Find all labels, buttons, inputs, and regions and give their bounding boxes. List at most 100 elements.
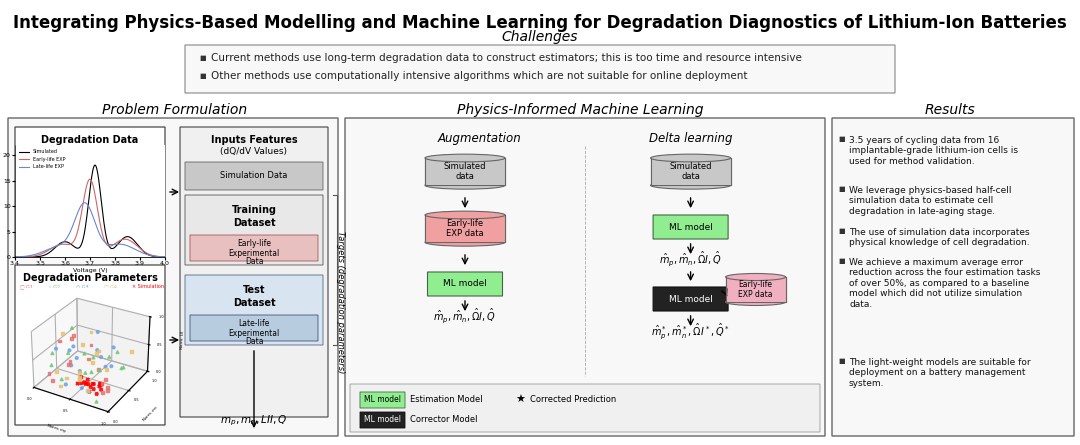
Late-life EXP bbox=[159, 254, 172, 259]
Bar bbox=[426, 158, 505, 185]
Text: ML model: ML model bbox=[669, 222, 713, 231]
Text: ML model: ML model bbox=[364, 396, 401, 405]
Simulated bbox=[135, 247, 148, 252]
Text: Simulation Data: Simulation Data bbox=[220, 171, 287, 181]
Text: $\hat{m}^*_p, \hat{m}^*_n, \hat{\Omega}I^*, \hat{Q}^*$: $\hat{m}^*_p, \hat{m}^*_n, \hat{\Omega}I… bbox=[651, 321, 730, 341]
Text: ■: ■ bbox=[839, 228, 846, 234]
FancyBboxPatch shape bbox=[15, 265, 165, 425]
Text: × Simulation: × Simulation bbox=[132, 284, 164, 289]
Late-life EXP bbox=[100, 241, 113, 247]
Text: Problem Formulation: Problem Formulation bbox=[103, 103, 247, 117]
Text: Results: Results bbox=[924, 103, 975, 117]
Early-life EXP bbox=[135, 247, 148, 253]
Simulated bbox=[98, 222, 111, 228]
Text: Data: Data bbox=[245, 336, 264, 345]
FancyBboxPatch shape bbox=[653, 287, 728, 311]
Text: We achieve a maximum average error
reduction across the four estimation tasks
of: We achieve a maximum average error reduc… bbox=[849, 258, 1040, 308]
Ellipse shape bbox=[426, 154, 505, 162]
Text: ML model: ML model bbox=[364, 416, 401, 425]
Text: Other methods use computationally intensive algorithms which are not suitable fo: Other methods use computationally intens… bbox=[211, 71, 747, 81]
FancyBboxPatch shape bbox=[185, 195, 323, 265]
FancyBboxPatch shape bbox=[185, 275, 323, 345]
X-axis label: Norm. $m_p$: Norm. $m_p$ bbox=[44, 421, 68, 437]
Simulated bbox=[100, 239, 113, 244]
Simulated bbox=[159, 254, 172, 259]
Text: ML model: ML model bbox=[669, 295, 713, 303]
FancyBboxPatch shape bbox=[653, 215, 728, 239]
Early-life EXP bbox=[145, 252, 158, 258]
Text: Inputs Features: Inputs Features bbox=[211, 135, 297, 145]
X-axis label: Voltage (V): Voltage (V) bbox=[72, 267, 107, 272]
FancyBboxPatch shape bbox=[180, 127, 328, 417]
Text: △ G2: △ G2 bbox=[48, 284, 60, 289]
Text: Experimental: Experimental bbox=[228, 248, 280, 258]
Text: $m_p, m_n, LII, Q$: $m_p, m_n, LII, Q$ bbox=[58, 405, 122, 420]
Early-life EXP bbox=[98, 239, 111, 244]
FancyBboxPatch shape bbox=[360, 412, 405, 428]
Early-life EXP bbox=[9, 255, 22, 260]
FancyBboxPatch shape bbox=[185, 45, 895, 93]
Text: We leverage physics-based half-cell
simulation data to estimate cell
degradation: We leverage physics-based half-cell simu… bbox=[849, 186, 1012, 216]
Ellipse shape bbox=[650, 154, 730, 162]
Text: Data: Data bbox=[245, 256, 264, 266]
FancyBboxPatch shape bbox=[350, 384, 820, 432]
Text: ■: ■ bbox=[200, 55, 206, 61]
Text: The use of simulation data incorporates
physical knowledge of cell degradation.: The use of simulation data incorporates … bbox=[849, 228, 1029, 247]
Text: $m_p, m_n, LII, Q$: $m_p, m_n, LII, Q$ bbox=[220, 413, 287, 428]
Text: ■: ■ bbox=[839, 258, 846, 264]
Y-axis label: dQ/dV (Ah V$^{-1}$): dQ/dV (Ah V$^{-1}$) bbox=[0, 179, 1, 222]
Text: Integrating Physics-Based Modelling and Machine Learning for Degradation Diagnos: Integrating Physics-Based Modelling and … bbox=[13, 14, 1067, 32]
Text: Simulated
data: Simulated data bbox=[444, 162, 486, 182]
Simulated bbox=[9, 255, 22, 260]
Late-life EXP bbox=[9, 254, 22, 259]
Text: Augmentation: Augmentation bbox=[437, 132, 522, 145]
Text: Training: Training bbox=[231, 205, 276, 215]
Text: □ G4: □ G4 bbox=[104, 284, 117, 289]
Ellipse shape bbox=[726, 299, 785, 305]
FancyBboxPatch shape bbox=[185, 162, 323, 190]
Text: $\hat{m}_p, \hat{m}_n, \hat{\Omega}I, \hat{Q}$: $\hat{m}_p, \hat{m}_n, \hat{\Omega}I, \h… bbox=[659, 250, 723, 268]
Legend: Simulated, Early-life EXP, Late-life EXP: Simulated, Early-life EXP, Late-life EXP bbox=[17, 147, 67, 171]
Text: Physics-Informed Machine Learning: Physics-Informed Machine Learning bbox=[457, 103, 703, 117]
Bar bbox=[426, 215, 505, 242]
Ellipse shape bbox=[426, 211, 505, 219]
Text: Dataset: Dataset bbox=[232, 298, 275, 308]
Early-life EXP bbox=[98, 237, 111, 243]
Late-life EXP bbox=[135, 250, 148, 255]
Text: Targets (degradation parameters): Targets (degradation parameters) bbox=[336, 231, 345, 373]
Text: Late-life: Late-life bbox=[239, 319, 270, 328]
Late-life EXP bbox=[98, 239, 111, 244]
FancyBboxPatch shape bbox=[360, 392, 405, 408]
FancyBboxPatch shape bbox=[428, 272, 502, 296]
Text: ★: ★ bbox=[515, 395, 525, 405]
Early-life EXP bbox=[9, 255, 22, 260]
FancyBboxPatch shape bbox=[15, 127, 165, 257]
Text: The light-weight models are suitable for
deployment on a battery management
syst: The light-weight models are suitable for… bbox=[849, 358, 1030, 388]
Text: ■: ■ bbox=[200, 73, 206, 79]
Simulated bbox=[89, 162, 102, 168]
Bar bbox=[726, 277, 785, 302]
Text: ■: ■ bbox=[839, 136, 846, 142]
Simulated bbox=[145, 253, 158, 259]
FancyBboxPatch shape bbox=[8, 118, 338, 436]
Text: Dataset: Dataset bbox=[232, 218, 275, 228]
FancyBboxPatch shape bbox=[832, 118, 1074, 436]
Late-life EXP bbox=[78, 200, 91, 205]
Text: Early-life
EXP data: Early-life EXP data bbox=[739, 280, 773, 299]
Text: (dQ/dV Values): (dQ/dV Values) bbox=[220, 147, 287, 156]
FancyBboxPatch shape bbox=[190, 315, 318, 341]
Early-life EXP bbox=[159, 254, 172, 259]
Y-axis label: Norm. $m_n$: Norm. $m_n$ bbox=[140, 404, 161, 424]
Late-life EXP bbox=[145, 253, 158, 258]
Bar bbox=[650, 158, 730, 185]
Line: Early-life EXP: Early-life EXP bbox=[15, 179, 165, 257]
Late-life EXP bbox=[9, 254, 22, 259]
Bar bbox=[726, 277, 785, 302]
Ellipse shape bbox=[426, 239, 505, 246]
FancyBboxPatch shape bbox=[345, 118, 825, 436]
Text: Corrector Model: Corrector Model bbox=[410, 416, 477, 425]
Bar bbox=[650, 158, 730, 185]
Text: Challenges: Challenges bbox=[502, 30, 578, 44]
Text: ○ G3: ○ G3 bbox=[76, 284, 89, 289]
FancyBboxPatch shape bbox=[190, 235, 318, 261]
